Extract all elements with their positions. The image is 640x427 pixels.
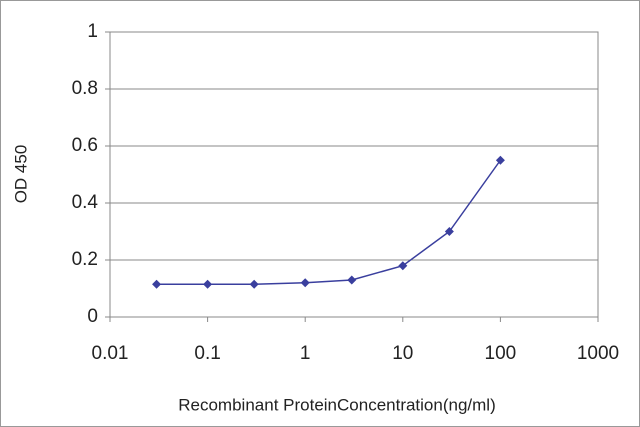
data-point <box>398 261 408 271</box>
y-axis-title: OD 450 <box>11 145 30 204</box>
x-tick-label: 10 <box>392 343 413 364</box>
y-tick-label: 0.6 <box>72 135 98 156</box>
data-point <box>347 275 357 285</box>
x-tick-label: 1 <box>300 343 311 364</box>
x-tick-label: 0.01 <box>92 343 129 364</box>
data-point <box>495 155 505 165</box>
data-point <box>300 278 310 288</box>
x-axis-title: Recombinant ProteinConcentration(ng/ml) <box>178 395 496 414</box>
y-tick-label: 0.8 <box>72 78 98 99</box>
plot-area <box>109 31 599 318</box>
y-tick-label: 1 <box>87 21 98 42</box>
y-tick-label: 0.2 <box>72 249 98 270</box>
data-point <box>203 279 213 289</box>
x-tick-label: 1000 <box>577 343 619 364</box>
x-tick-label: 0.1 <box>194 343 220 364</box>
y-tick-label: 0.4 <box>72 192 99 213</box>
data-point <box>249 279 259 289</box>
y-tick-label: 0 <box>87 306 98 327</box>
data-line <box>156 159 502 285</box>
data-point <box>444 227 454 236</box>
x-tick-label: 100 <box>485 343 517 364</box>
data-point <box>152 279 162 289</box>
